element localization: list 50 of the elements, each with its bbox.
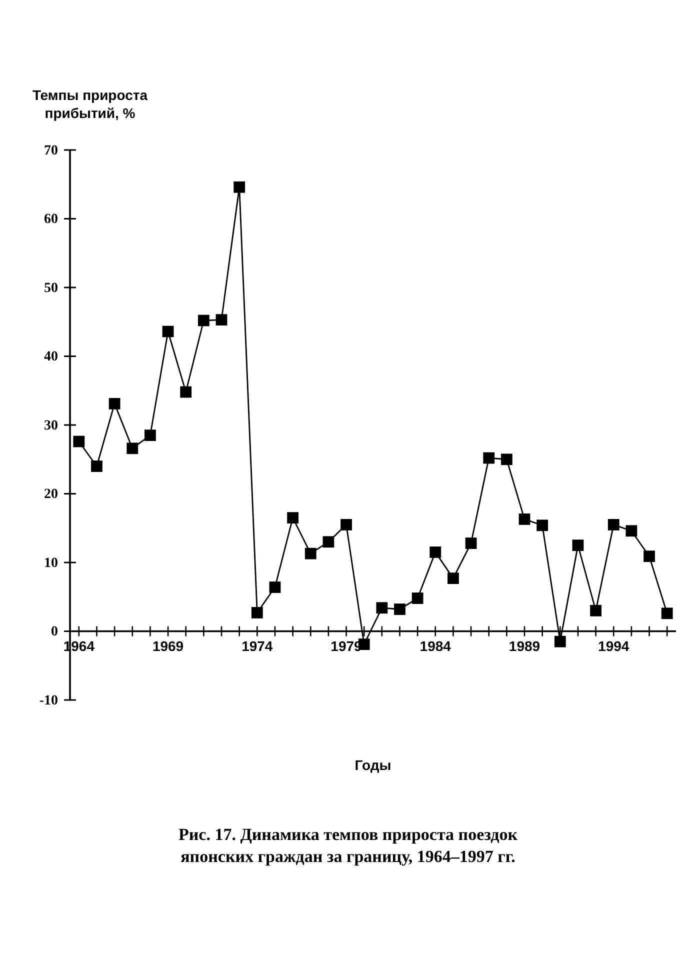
point: [376, 602, 388, 614]
point: [269, 582, 281, 593]
point: [73, 436, 85, 448]
y-tick-label: -10: [39, 693, 58, 708]
y-tick-label: 60: [44, 212, 58, 228]
point: [608, 518, 620, 530]
point: [108, 398, 120, 410]
y-tick-label: 30: [44, 418, 58, 434]
y-tick-label: 40: [44, 350, 58, 365]
x-axis-title: Годы: [354, 757, 392, 773]
point: [518, 513, 530, 525]
x-tick-label: 1974: [242, 638, 273, 654]
y-tick-label: 20: [44, 487, 58, 502]
point: [287, 512, 298, 524]
point: [198, 314, 210, 326]
x-tick-label: 1989: [508, 638, 540, 654]
point: [536, 520, 548, 532]
y-tick-label: 70: [44, 143, 58, 158]
point: [144, 430, 156, 442]
point: [216, 314, 228, 326]
x-tick-label: 1994: [598, 638, 630, 654]
point: [554, 636, 566, 648]
point: [661, 608, 673, 620]
point: [180, 386, 192, 398]
y-tick-label: 10: [44, 556, 58, 571]
point: [126, 442, 138, 454]
point: [394, 604, 406, 615]
point: [322, 536, 334, 548]
point: [572, 540, 584, 552]
point: [91, 460, 102, 472]
x-tick-label: 1984: [420, 638, 452, 654]
text: Рис. 17. Динамика темпов прироста поездок японских граждан за границу, 1964–1997 гг.: [178, 825, 518, 866]
y-tick-label: 0: [51, 624, 58, 640]
point: [251, 606, 263, 618]
point: [412, 592, 424, 604]
point: [304, 548, 316, 560]
point: [590, 604, 602, 616]
point: [448, 572, 459, 584]
point: [500, 454, 512, 466]
point: [483, 452, 495, 464]
point: [340, 518, 352, 530]
point: [430, 546, 442, 558]
x-tick-label: 1969: [152, 638, 184, 654]
point: [626, 525, 638, 537]
y-axis-title: Темпы прироста прибытий, %: [32, 87, 148, 121]
point: [162, 326, 174, 338]
point: [465, 538, 477, 549]
point: [644, 550, 655, 562]
point: [234, 181, 246, 193]
y-tick-label: 50: [44, 280, 58, 296]
